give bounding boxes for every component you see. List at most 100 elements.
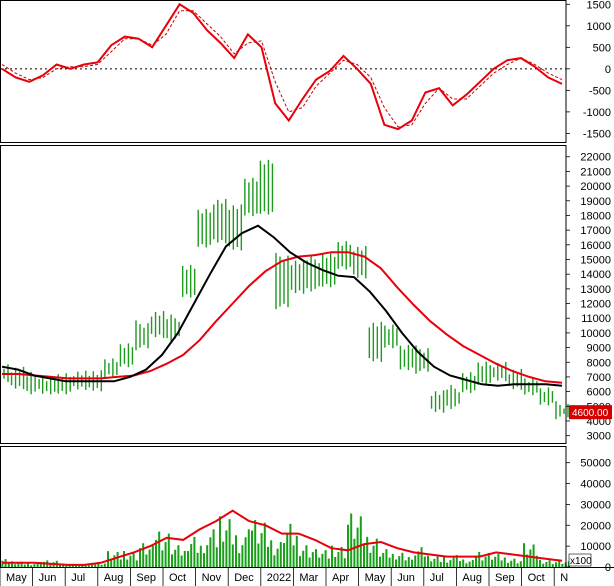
volume-bar bbox=[302, 550, 305, 567]
volume-bar bbox=[318, 557, 321, 567]
x-tick-label: Nov bbox=[202, 572, 222, 584]
volume-bar bbox=[91, 564, 93, 567]
volume-bar bbox=[78, 564, 81, 567]
volume-bar bbox=[526, 554, 529, 567]
volume-bar bbox=[484, 556, 487, 567]
volume-bar bbox=[17, 562, 20, 567]
volume-bar bbox=[87, 564, 90, 567]
y-tick-label: 500 bbox=[593, 42, 611, 54]
y-tick-label: 20000 bbox=[580, 520, 611, 532]
volume-bar bbox=[420, 547, 423, 567]
y-tick-label: 11000 bbox=[581, 313, 611, 325]
volume-bar bbox=[228, 519, 231, 567]
volume-bar bbox=[119, 559, 122, 567]
volume-bar bbox=[331, 545, 333, 567]
volume-bar bbox=[167, 533, 170, 567]
panel-frames bbox=[0, 0, 614, 568]
volume-bar bbox=[135, 560, 138, 567]
volume-moving-average bbox=[2, 509, 563, 566]
y-tick-label: 9000 bbox=[587, 343, 611, 355]
volume-bar bbox=[238, 553, 241, 567]
volume-bar bbox=[475, 555, 477, 567]
time-axis: May Jun Jul Aug Sep Oct Nov Dec 2022 Mar Apr May Jun… bbox=[0, 567, 568, 586]
x-tick-label: Jul bbox=[71, 572, 85, 584]
volume-bar bbox=[23, 564, 26, 567]
volume-bar bbox=[155, 539, 157, 567]
volume-bar bbox=[263, 522, 266, 567]
volume-bar bbox=[276, 548, 279, 567]
volume-bar bbox=[334, 556, 337, 567]
y-tick-label: -1000 bbox=[583, 107, 611, 119]
y-tick-label: 50000 bbox=[580, 458, 611, 470]
volume-bar bbox=[363, 543, 365, 567]
oscillator-series bbox=[1, 2, 563, 131]
volume-bar bbox=[161, 550, 164, 567]
volume-bar bbox=[516, 563, 519, 567]
volume-bar bbox=[404, 560, 407, 567]
volume-panel: 50000400003000020000100000 x100 bbox=[0, 458, 611, 574]
volume-bar bbox=[379, 556, 381, 567]
volume-bar bbox=[257, 543, 260, 567]
volume-bar bbox=[327, 558, 330, 567]
volume-bar bbox=[235, 535, 237, 567]
volume-bar bbox=[231, 544, 234, 567]
volume-bar bbox=[468, 561, 471, 567]
volume-bar bbox=[30, 565, 33, 567]
volume-bar bbox=[199, 545, 202, 567]
volume-bar bbox=[551, 564, 554, 567]
volume-bar bbox=[337, 551, 340, 567]
y-tick-label: 10000 bbox=[580, 541, 611, 553]
volume-bar bbox=[545, 561, 548, 567]
x-tick-label: N bbox=[560, 572, 568, 584]
volume-bar bbox=[388, 557, 391, 567]
volume-bar bbox=[1, 560, 4, 567]
volume-bar bbox=[94, 563, 97, 567]
volume-bar bbox=[510, 560, 513, 567]
y-tick-label: -500 bbox=[589, 85, 611, 97]
volume-bar bbox=[423, 556, 426, 567]
volume-bar bbox=[171, 554, 173, 567]
volume-bar bbox=[555, 562, 557, 567]
y-tick-label: 10000 bbox=[580, 328, 611, 340]
x-tick-label: Aug bbox=[462, 572, 482, 584]
volume-bar bbox=[535, 555, 538, 567]
x-tick-label: May bbox=[365, 572, 386, 584]
volume-bar bbox=[558, 561, 561, 567]
volume-bar bbox=[148, 549, 151, 567]
volume-bar bbox=[455, 555, 458, 567]
volume-bar bbox=[439, 561, 442, 567]
x-tick-label: Jul bbox=[430, 572, 444, 584]
volume-bar bbox=[209, 537, 212, 567]
volume-bar bbox=[145, 554, 148, 567]
volume-bar bbox=[391, 553, 394, 567]
volume-bar bbox=[193, 536, 196, 567]
volume-bar bbox=[353, 538, 356, 567]
volume-bar bbox=[103, 563, 106, 567]
volume-bar bbox=[481, 560, 484, 567]
y-tick-label: 3000 bbox=[587, 431, 611, 443]
x-tick-label: Sep bbox=[495, 572, 515, 584]
volume-bar bbox=[395, 559, 397, 567]
volume-bar bbox=[116, 551, 119, 567]
volume-bar bbox=[305, 545, 308, 567]
volume-bar bbox=[417, 551, 420, 567]
volume-bar bbox=[110, 558, 113, 567]
volume-bar bbox=[139, 548, 141, 567]
volume-bar bbox=[113, 555, 116, 567]
y-tick-label: 1000 bbox=[587, 21, 611, 33]
x-tick-label: Jun bbox=[397, 572, 415, 584]
volume-bar bbox=[174, 549, 177, 567]
volume-bar bbox=[398, 556, 401, 567]
volume-bar bbox=[283, 543, 285, 567]
volume-bar bbox=[532, 544, 535, 567]
volume-bar bbox=[436, 556, 439, 567]
volume-bar bbox=[107, 551, 109, 567]
volume-bar bbox=[286, 533, 289, 567]
volume-bar bbox=[129, 555, 132, 567]
panel-frame bbox=[0, 145, 567, 444]
x-tick-label: Oct bbox=[528, 572, 545, 584]
volume-bar bbox=[11, 561, 13, 567]
volume-bar bbox=[462, 559, 465, 567]
volume-bar bbox=[478, 551, 481, 567]
last-price-marker: 4600.00 bbox=[569, 405, 612, 420]
